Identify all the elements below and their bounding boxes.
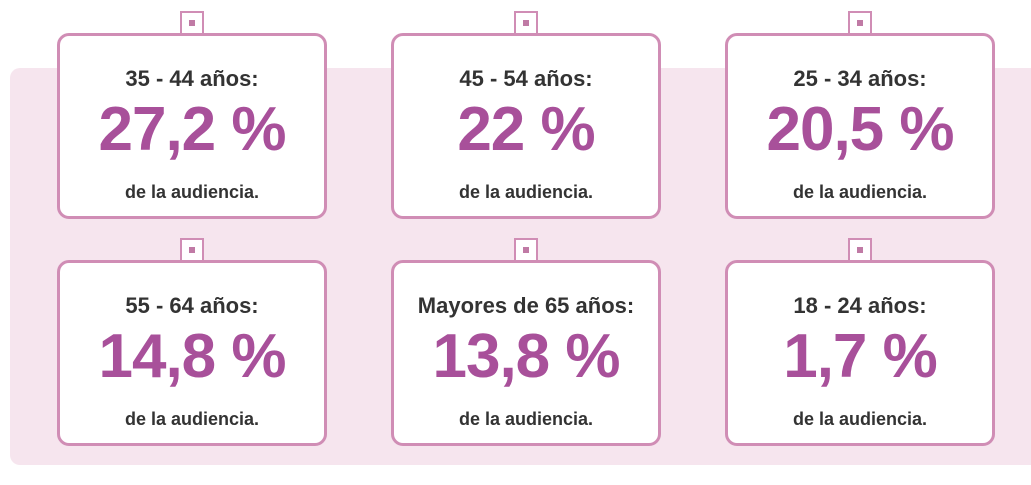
card-value: 14,8 % xyxy=(98,322,286,391)
stat-card: 35 - 44 años: 27,2 % de la audiencia. xyxy=(57,11,327,219)
card-icon xyxy=(848,11,872,35)
card-note: de la audiencia. xyxy=(792,409,928,429)
card-note: de la audiencia. xyxy=(124,409,260,429)
card-label: 55 - 64 años: xyxy=(125,293,259,318)
card-icon xyxy=(180,11,204,35)
stat-card: 25 - 34 años: 20,5 % de la audiencia. xyxy=(725,11,995,219)
card-value: 1,7 % xyxy=(783,322,938,391)
card-value: 13,8 % xyxy=(432,322,620,391)
card-label: 45 - 54 años: xyxy=(459,66,593,91)
card-label: 18 - 24 años: xyxy=(793,293,927,318)
card-icon xyxy=(514,11,538,35)
card-note: de la audiencia. xyxy=(792,182,928,202)
stat-card: 45 - 54 años: 22 % de la audiencia. xyxy=(391,11,661,219)
card-value: 22 % xyxy=(457,95,595,164)
card-value: 20,5 % xyxy=(766,95,954,164)
card-note: de la audiencia. xyxy=(458,409,594,429)
stat-card: Mayores de 65 años: 13,8 % de la audiencia… xyxy=(391,238,661,446)
card-label: 35 - 44 años: xyxy=(125,66,259,91)
card-icon xyxy=(848,238,872,262)
card-note: de la audiencia. xyxy=(124,182,260,202)
card-icon xyxy=(514,238,538,262)
card-icon xyxy=(180,238,204,262)
stat-card: 55 - 64 años: 14,8 % de la audiencia. xyxy=(57,238,327,446)
card-label: Mayores de 65 años: xyxy=(417,293,635,318)
card-note: de la audiencia. xyxy=(458,182,594,202)
stat-card: 18 - 24 años: 1,7 % de la audiencia. xyxy=(725,238,995,446)
card-label: 25 - 34 años: xyxy=(793,66,927,91)
card-value: 27,2 % xyxy=(98,95,286,164)
